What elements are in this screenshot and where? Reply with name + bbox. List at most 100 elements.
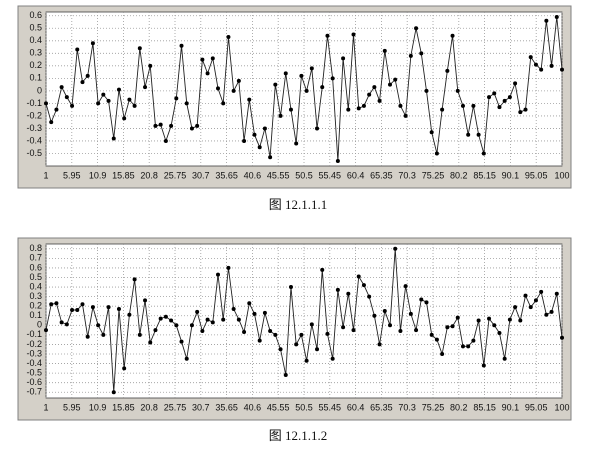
data-point (414, 328, 419, 333)
data-point (221, 101, 226, 106)
data-point (231, 307, 236, 312)
data-point (101, 332, 106, 337)
y-tick-label: -0.5 (26, 148, 42, 158)
data-point (309, 66, 314, 71)
data-point (523, 107, 528, 112)
y-tick-label: -0.6 (26, 377, 42, 387)
y-tick-label: -0.7 (26, 387, 42, 397)
data-point (111, 136, 116, 141)
x-tick-label: 30.7 (192, 402, 210, 412)
x-tick-label: 10.9 (89, 170, 107, 180)
y-tick-label: 0 (37, 85, 42, 95)
data-point (455, 315, 460, 320)
data-point (330, 76, 335, 81)
y-tick-label: 0.6 (29, 262, 42, 272)
data-point (419, 297, 424, 302)
data-point (179, 43, 184, 48)
x-tick-label: 40.6 (244, 170, 262, 180)
data-point (226, 35, 231, 40)
x-tick-label: 65.35 (370, 402, 393, 412)
data-point (153, 123, 158, 128)
x-tick-label: 5.95 (63, 402, 81, 412)
data-point (398, 329, 403, 334)
y-tick-label: 0.4 (29, 35, 42, 45)
data-point (247, 97, 252, 102)
data-point (195, 309, 200, 314)
data-point (434, 151, 439, 156)
data-point (184, 101, 189, 106)
data-point (466, 344, 471, 349)
data-point (90, 305, 95, 310)
y-tick-label: 0.3 (29, 291, 42, 301)
plot-area (45, 243, 563, 399)
data-point (466, 132, 471, 137)
data-point (325, 331, 330, 336)
data-point (257, 145, 262, 150)
x-tick-label: 1 (43, 170, 48, 180)
data-point (460, 103, 465, 108)
data-point (309, 322, 314, 327)
x-tick-label: 35.65 (215, 402, 238, 412)
x-tick-label: 85.15 (473, 402, 496, 412)
data-point (137, 46, 142, 51)
data-point (382, 308, 387, 313)
x-tick-label: 35.65 (215, 170, 238, 180)
x-tick-label: 45.55 (267, 402, 290, 412)
data-point (288, 285, 293, 290)
data-point (148, 340, 153, 345)
data-point (96, 101, 101, 106)
data-point (560, 67, 564, 72)
data-point (507, 95, 512, 100)
data-point (367, 92, 372, 97)
data-point (424, 300, 429, 305)
data-point (414, 26, 419, 31)
data-point (361, 283, 366, 288)
data-point (143, 298, 148, 303)
data-point (116, 87, 121, 92)
data-point (200, 329, 205, 334)
data-point (424, 88, 429, 93)
data-point (455, 88, 460, 93)
data-point (268, 155, 273, 160)
data-point (351, 32, 356, 37)
x-tick-label: 40.6 (244, 402, 262, 412)
x-tick-label: 5.95 (63, 170, 81, 180)
data-point (184, 356, 189, 361)
data-point (127, 97, 132, 102)
data-point (419, 51, 424, 56)
data-point (335, 287, 340, 292)
data-point (539, 289, 544, 294)
data-point (492, 323, 497, 328)
data-point (137, 332, 142, 337)
data-point (346, 291, 351, 296)
data-point (476, 132, 481, 137)
y-tick-label: -0.2 (26, 110, 42, 120)
data-point (320, 85, 325, 90)
data-point (450, 33, 455, 38)
data-point (122, 116, 127, 121)
data-line (45, 16, 563, 162)
x-tick-label: 15.85 (112, 402, 135, 412)
x-tick-label: 25.75 (164, 402, 187, 412)
x-tick-label: 90.1 (502, 170, 520, 180)
data-point (236, 78, 241, 83)
y-tick-label: -0.3 (26, 348, 42, 358)
data-point (44, 101, 48, 106)
data-point (111, 390, 116, 395)
data-point (216, 272, 220, 277)
data-point (377, 98, 382, 103)
data-point (143, 85, 148, 90)
y-tick-label: 0.3 (29, 48, 42, 58)
data-point (252, 132, 257, 137)
data-point (273, 82, 278, 87)
data-point (226, 265, 231, 270)
y-tick-label: 0.8 (29, 243, 42, 253)
data-point (429, 130, 434, 135)
data-point (315, 126, 320, 131)
data-point (429, 332, 434, 337)
data-point (252, 311, 257, 316)
data-point (544, 18, 549, 23)
data-point (554, 15, 559, 20)
data-point (382, 48, 387, 53)
x-tick-label: 90.1 (502, 402, 520, 412)
